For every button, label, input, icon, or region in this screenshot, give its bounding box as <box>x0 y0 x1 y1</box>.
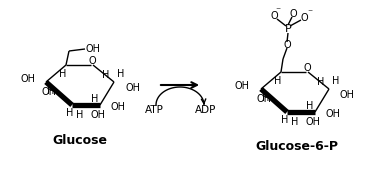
Text: O: O <box>303 63 311 73</box>
Text: Glucose-6-P: Glucose-6-P <box>256 141 339 154</box>
Text: H: H <box>306 101 314 111</box>
Text: ADP: ADP <box>195 105 217 115</box>
Text: OH: OH <box>256 94 272 104</box>
Text: P: P <box>285 24 292 34</box>
Text: OH: OH <box>325 109 340 119</box>
Text: OH: OH <box>235 81 250 91</box>
Text: H: H <box>262 93 270 103</box>
Text: O: O <box>300 13 308 23</box>
Text: H: H <box>66 108 74 118</box>
Text: O: O <box>88 56 96 66</box>
Text: OH: OH <box>125 83 140 93</box>
Text: O: O <box>270 11 278 21</box>
Text: Glucose: Glucose <box>53 134 108 147</box>
Text: OH: OH <box>306 117 320 127</box>
Text: O: O <box>283 40 291 50</box>
Text: H: H <box>281 115 289 125</box>
Text: H: H <box>102 70 110 80</box>
Text: O: O <box>289 9 297 19</box>
Text: ⁻: ⁻ <box>275 6 280 16</box>
Text: H: H <box>317 77 325 87</box>
Text: H: H <box>91 94 99 104</box>
Text: H: H <box>59 69 67 79</box>
Text: ATP: ATP <box>145 105 164 115</box>
Text: OH: OH <box>85 44 101 54</box>
Text: H: H <box>274 76 282 86</box>
Text: OH: OH <box>91 110 105 120</box>
Text: OH: OH <box>110 102 125 112</box>
Text: H: H <box>117 69 125 79</box>
Text: OH: OH <box>340 90 355 100</box>
Text: H: H <box>291 117 299 127</box>
Text: ⁻: ⁻ <box>307 8 313 18</box>
Text: H: H <box>47 86 55 96</box>
Text: OH: OH <box>20 74 35 84</box>
Text: H: H <box>332 76 340 86</box>
Text: H: H <box>76 110 84 120</box>
Text: OH: OH <box>41 87 57 97</box>
